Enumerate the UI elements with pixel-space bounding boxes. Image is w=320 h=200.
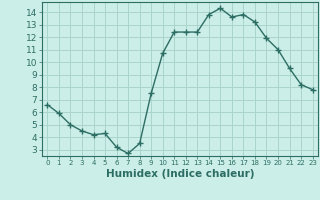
X-axis label: Humidex (Indice chaleur): Humidex (Indice chaleur)	[106, 169, 254, 179]
